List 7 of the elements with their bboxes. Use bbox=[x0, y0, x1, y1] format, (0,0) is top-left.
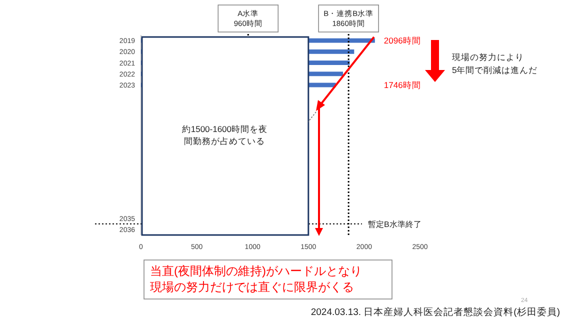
annotation: 2096時間 bbox=[384, 36, 421, 46]
band-label: 約1500-1600時間を夜間勤務が占めている bbox=[182, 124, 268, 146]
annotation: 1746時間 bbox=[384, 80, 421, 90]
text: 現場の努力により 5年間で削減は進んだ bbox=[452, 52, 538, 75]
text: 2024.03.13. 日本産婦人科医会記者懇談会資料(杉田委員) bbox=[310, 306, 560, 318]
ref-line-label: 暫定B水準終了 bbox=[368, 220, 422, 229]
note-box: 当直(夜間体制の維持)がハードルとなり現場の努力だけでは直ぐに限界がくる bbox=[144, 260, 392, 300]
